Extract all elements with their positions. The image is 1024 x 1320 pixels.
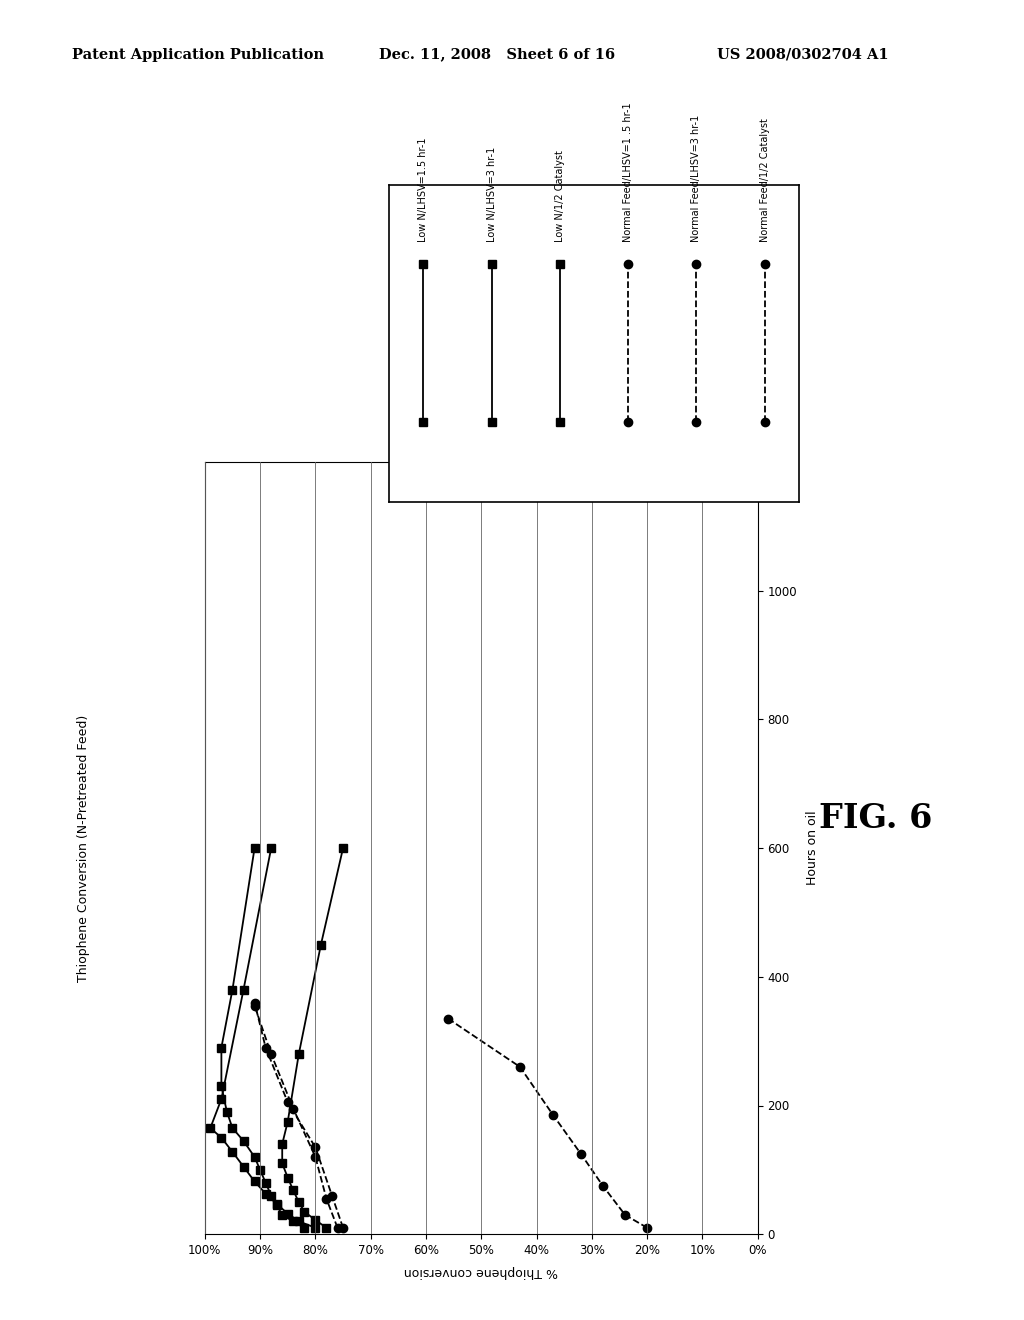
Text: Normal Feed/1/2 Catalyst: Normal Feed/1/2 Catalyst bbox=[760, 117, 770, 242]
Y-axis label: Hours on oil: Hours on oil bbox=[806, 810, 818, 886]
Text: Patent Application Publication: Patent Application Publication bbox=[72, 48, 324, 62]
X-axis label: % Thiophene conversion: % Thiophene conversion bbox=[404, 1266, 558, 1278]
Text: Low N/LHSV=3 hr-1: Low N/LHSV=3 hr-1 bbox=[486, 147, 497, 242]
Text: FIG. 6: FIG. 6 bbox=[819, 801, 933, 836]
Text: Low N/LHSV=1.5 hr-1: Low N/LHSV=1.5 hr-1 bbox=[418, 137, 428, 242]
Text: Dec. 11, 2008   Sheet 6 of 16: Dec. 11, 2008 Sheet 6 of 16 bbox=[379, 48, 615, 62]
Text: Normal Feed/LHSV=1 .5 hr-1: Normal Feed/LHSV=1 .5 hr-1 bbox=[623, 102, 633, 242]
Text: Normal Feed/LHSV=3 hr-1: Normal Feed/LHSV=3 hr-1 bbox=[691, 115, 701, 242]
Text: Low N/1/2 Catalyst: Low N/1/2 Catalyst bbox=[555, 150, 565, 242]
Text: US 2008/0302704 A1: US 2008/0302704 A1 bbox=[717, 48, 889, 62]
Text: Thiophene Conversion (N-Pretreated Feed): Thiophene Conversion (N-Pretreated Feed) bbox=[77, 714, 90, 982]
